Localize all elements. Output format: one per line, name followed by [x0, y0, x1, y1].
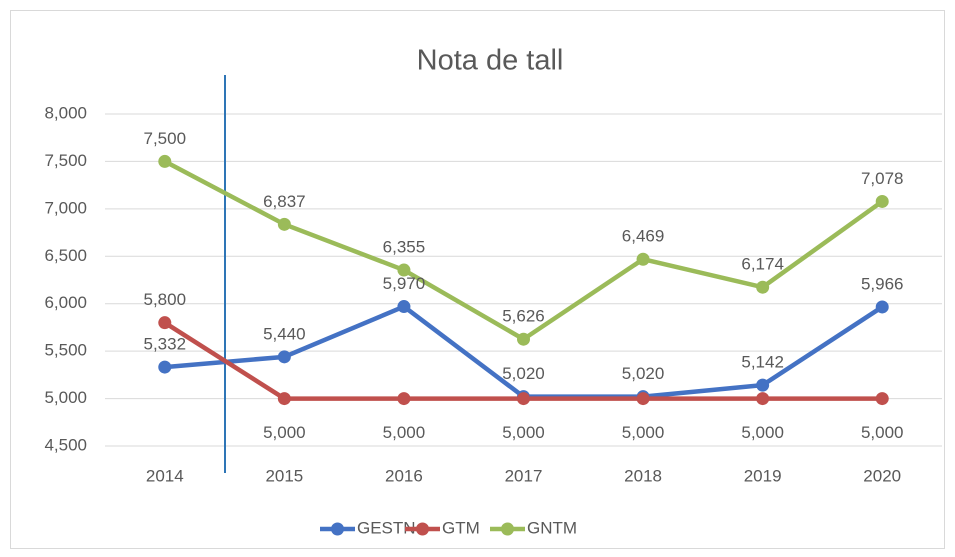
data-label: 5,970 — [383, 274, 426, 293]
data-point — [397, 392, 411, 406]
data-point — [158, 154, 172, 168]
data-point — [875, 300, 889, 314]
data-label: 6,837 — [263, 192, 306, 211]
x-tick-label: 2017 — [505, 466, 543, 485]
legend-marker — [501, 522, 514, 536]
legend-label: GTM — [442, 518, 480, 537]
data-label: 6,174 — [741, 255, 784, 274]
data-label: 5,000 — [383, 423, 426, 442]
y-tick-label: 7,000 — [44, 198, 87, 217]
data-label: 5,000 — [263, 423, 306, 442]
data-point — [517, 332, 530, 346]
y-tick-label: 5,000 — [44, 388, 87, 407]
y-tick-label: 8,000 — [44, 103, 87, 122]
data-label: 5,020 — [502, 364, 545, 383]
data-point — [158, 360, 172, 374]
data-label: 6,355 — [383, 238, 426, 257]
x-tick-label: 2019 — [744, 466, 782, 485]
data-point — [277, 392, 291, 406]
y-tick-label: 4,500 — [44, 435, 87, 454]
data-point — [158, 316, 172, 330]
data-point — [636, 252, 650, 266]
y-tick-label: 7,500 — [44, 151, 87, 170]
data-point — [517, 392, 530, 406]
data-point — [756, 378, 770, 392]
data-point — [277, 350, 291, 364]
data-label: 5,626 — [502, 307, 545, 326]
x-tick-label: 2015 — [265, 466, 303, 485]
legend-marker — [331, 522, 344, 536]
data-label: 5,800 — [144, 290, 187, 309]
y-tick-label: 5,500 — [44, 341, 87, 360]
data-point — [756, 280, 770, 294]
legend-marker — [416, 522, 429, 536]
data-point — [875, 392, 889, 406]
data-label: 5,000 — [502, 423, 545, 442]
chart-border — [10, 10, 945, 549]
data-point — [875, 194, 889, 208]
data-label: 5,000 — [861, 423, 904, 442]
data-label: 5,000 — [622, 423, 665, 442]
data-label: 5,000 — [741, 423, 784, 442]
y-tick-label: 6,500 — [44, 246, 87, 265]
data-point — [397, 300, 411, 314]
data-label: 7,078 — [861, 169, 904, 188]
data-label: 5,332 — [144, 335, 187, 354]
x-tick-label: 2020 — [863, 466, 901, 485]
data-label: 6,469 — [622, 227, 665, 246]
y-tick-label: 6,000 — [44, 293, 87, 312]
x-tick-label: 2018 — [624, 466, 662, 485]
x-tick-label: 2016 — [385, 466, 423, 485]
data-point — [636, 392, 650, 406]
data-point — [756, 392, 770, 406]
data-point — [277, 217, 291, 231]
legend-label: GESTN — [357, 518, 416, 537]
x-tick-label: 2014 — [146, 466, 184, 485]
chart-title: Nota de tall — [417, 45, 564, 77]
data-label: 5,966 — [861, 274, 904, 293]
data-point — [397, 263, 411, 277]
data-label: 5,020 — [622, 364, 665, 383]
data-label: 5,440 — [263, 324, 306, 343]
data-label: 7,500 — [144, 129, 187, 148]
data-label: 5,142 — [741, 353, 784, 372]
legend-label: GNTM — [527, 518, 577, 537]
